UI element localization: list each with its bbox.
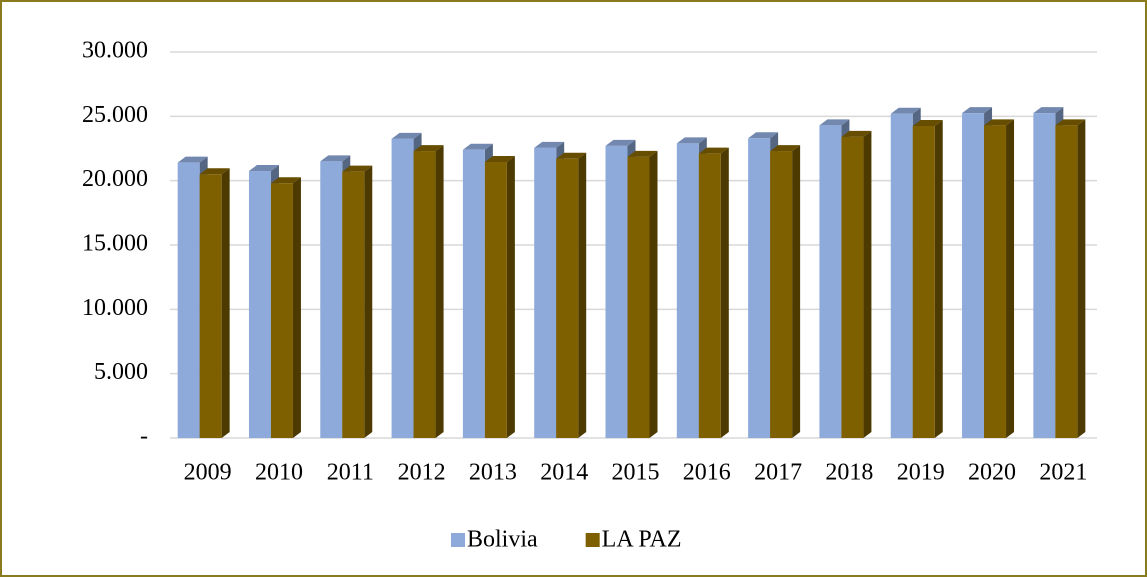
legend-label: LA PAZ: [602, 527, 682, 553]
bar-top: [841, 130, 872, 137]
bar: [320, 161, 343, 438]
bar-top: [199, 168, 230, 175]
x-tick-label: 2012: [398, 460, 446, 486]
bar: [1033, 113, 1056, 438]
bar-top: [676, 137, 707, 144]
bar-side: [364, 165, 373, 438]
bar: [912, 125, 935, 438]
bar: [413, 151, 436, 438]
bar: [770, 151, 793, 438]
bar-side: [720, 147, 729, 438]
bar-side: [506, 156, 515, 438]
bar: [342, 171, 365, 438]
bar-side: [649, 150, 658, 438]
y-tick-label: -: [140, 424, 148, 450]
bar-top: [890, 107, 921, 114]
bar-top: [556, 152, 587, 159]
bar: [484, 162, 507, 438]
bar-top: [912, 119, 943, 126]
y-tick-label: 30.000: [82, 38, 148, 64]
x-tick-label: 2018: [825, 460, 873, 486]
bar-top: [1033, 107, 1064, 114]
x-tick-label: 2021: [1039, 460, 1087, 486]
legend-swatch: [451, 533, 465, 547]
bar: [177, 162, 200, 439]
bar: [676, 143, 699, 438]
bar-top: [605, 139, 636, 146]
bar-side: [1077, 119, 1086, 438]
y-tick-label: 5.000: [94, 359, 148, 385]
bar: [819, 125, 842, 438]
bar-top: [270, 177, 301, 184]
bar-top: [627, 150, 658, 157]
x-tick-label: 2010: [255, 460, 303, 486]
bar-top: [462, 143, 493, 150]
bar-side: [792, 145, 801, 438]
bar: [1055, 125, 1078, 438]
x-tick-label: 2017: [754, 460, 802, 486]
y-tick-label: 10.000: [82, 295, 148, 321]
bar: [248, 171, 271, 438]
y-tick-label: 20.000: [82, 166, 148, 192]
x-tick-label: 2013: [469, 460, 517, 486]
bar: [984, 125, 1007, 438]
bar-side: [863, 130, 872, 439]
bar: [391, 138, 414, 438]
bar: [841, 136, 864, 439]
bar: [890, 113, 913, 438]
x-tick-label: 2019: [897, 460, 945, 486]
bar: [605, 145, 628, 438]
bar: [199, 174, 222, 438]
legend-label: Bolivia: [467, 527, 538, 553]
x-tick-label: 2009: [184, 460, 232, 486]
bar-top: [320, 155, 351, 162]
bar-top: [248, 165, 279, 172]
bar-top: [534, 141, 565, 148]
x-tick-label: 2014: [540, 460, 588, 486]
bar-top: [698, 147, 729, 154]
bar-top: [984, 119, 1015, 126]
bar: [270, 183, 293, 438]
x-tick-label: 2020: [968, 460, 1016, 486]
bar-side: [1006, 119, 1015, 438]
x-tick-label: 2011: [327, 460, 374, 486]
bar: [748, 138, 771, 438]
bar-side: [292, 177, 301, 439]
bar-top: [484, 156, 515, 163]
x-tick-label: 2016: [683, 460, 731, 486]
bar-top: [770, 145, 801, 152]
bar-top: [819, 119, 850, 126]
bar-top: [413, 145, 444, 152]
x-tick-label: 2015: [612, 460, 660, 486]
bar-side: [578, 152, 587, 438]
bar-top: [962, 107, 993, 114]
y-tick-label: 15.000: [82, 231, 148, 257]
bar: [962, 113, 985, 438]
bar: [556, 158, 579, 438]
bar-top: [1055, 119, 1086, 126]
bar: [462, 149, 485, 438]
bar-top: [748, 132, 779, 139]
y-tick-label: 25.000: [82, 102, 148, 128]
bar: [534, 147, 557, 438]
bar-top: [391, 132, 422, 139]
bar-top: [177, 156, 208, 163]
bar-side: [435, 145, 444, 438]
bar: [698, 153, 721, 438]
bar-side: [221, 168, 230, 438]
legend-swatch: [585, 533, 600, 547]
bar-top: [342, 165, 373, 172]
bar: [627, 156, 650, 438]
bar-side: [934, 119, 943, 438]
